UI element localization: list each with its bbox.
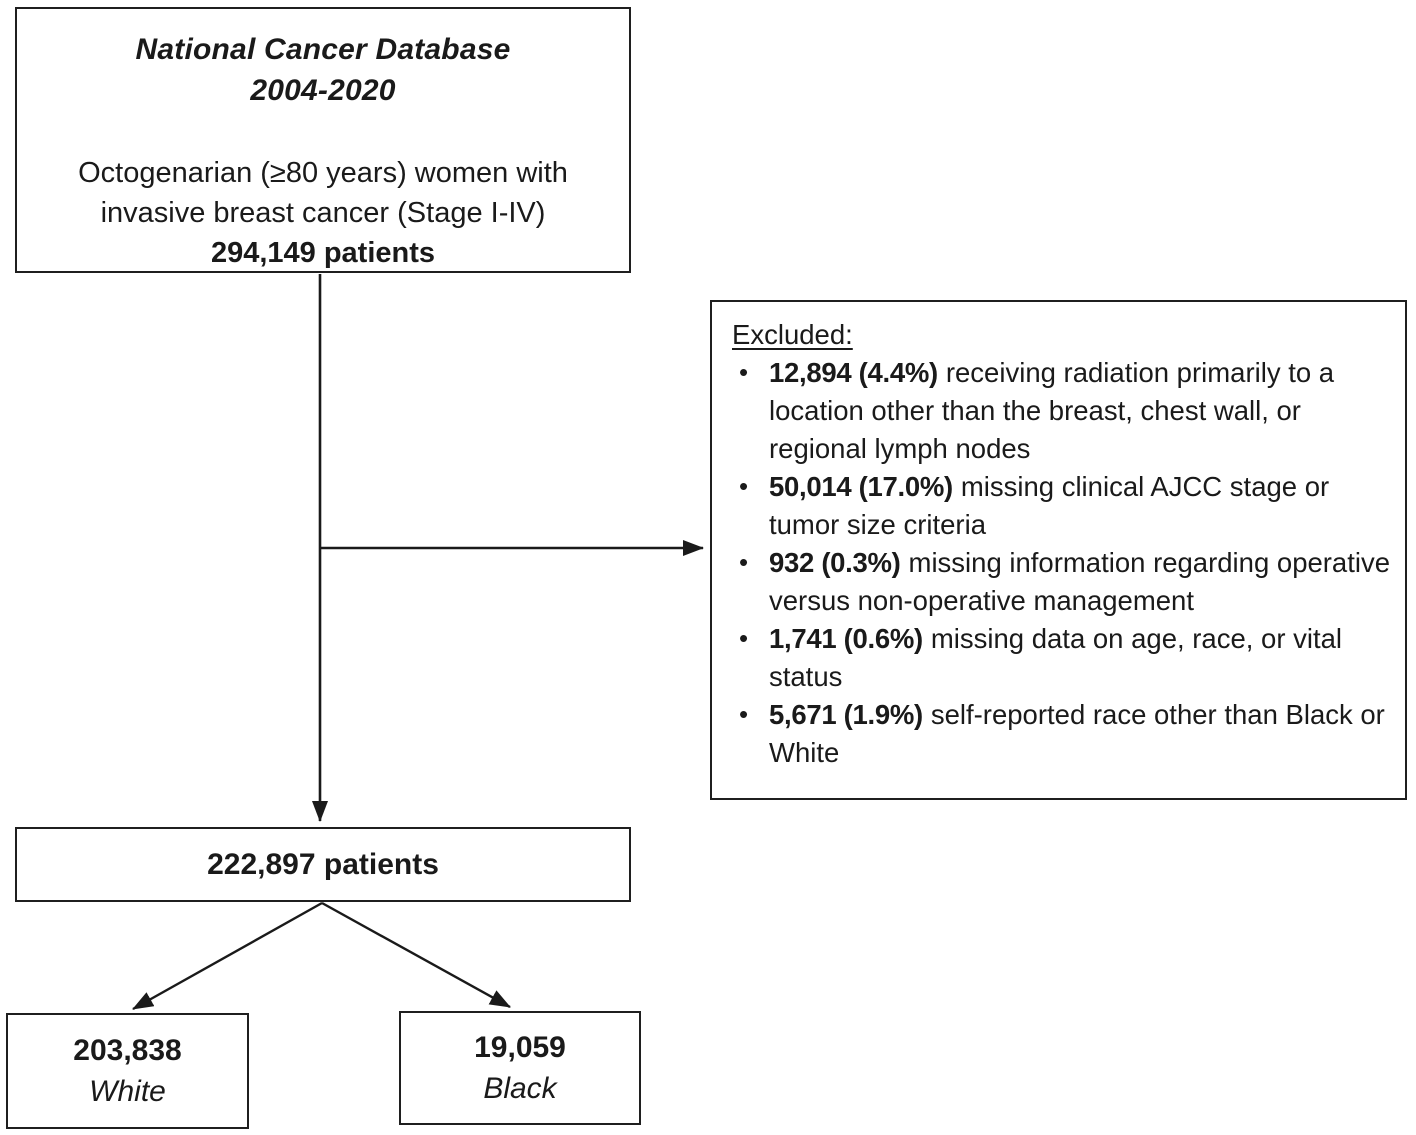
excluded-item-text: self-reported race other than Black or W… — [769, 699, 1385, 768]
excluded-item: • 932 (0.3%) missing information regarding… — [732, 544, 1391, 620]
source-count: 294,149 patients — [210, 237, 436, 269]
population-line-1: Octogenarian (≥80 years) women with — [78, 157, 568, 189]
white-cohort-box: 203,838 White — [6, 1013, 249, 1129]
excluded-box: Excluded: • 12,894 (4.4%) receiving radiat… — [710, 300, 1407, 800]
spacer — [17, 111, 629, 153]
excluded-item: • 50,014 (17.0%) missing clinical AJCC sta… — [732, 468, 1391, 544]
black-cohort-box: 19,059 Black — [399, 1011, 641, 1125]
excluded-item-text: receiving radiation primarily to a locat… — [769, 357, 1335, 464]
excluded-heading: Excluded: — [732, 319, 853, 350]
arrow-cohort-to-black — [321, 901, 511, 1009]
excluded-item-text: missing data on age, race, or vital stat… — [769, 623, 1343, 692]
arrow-cohort-to-white — [132, 901, 323, 1011]
bullet-icon: • — [739, 357, 749, 387]
cohort-box: 222,897 patients — [15, 827, 631, 902]
excluded-item-value: 932 (0.3%) — [769, 547, 901, 578]
bullet-icon: • — [739, 699, 749, 729]
source-box: National Cancer Database 2004-2020 Octog… — [15, 7, 631, 273]
source-years: 2004-2020 — [250, 74, 396, 107]
source-title: National Cancer Database — [135, 33, 511, 66]
excluded-item-value: 5,671 (1.9%) — [769, 699, 923, 730]
bullet-icon: • — [739, 471, 749, 501]
excluded-item-value: 50,014 (17.0%) — [769, 471, 953, 502]
white-label: White — [89, 1075, 166, 1108]
excluded-item-text: missing clinical AJCC stage or tumor siz… — [769, 471, 1330, 540]
excluded-item: • 12,894 (4.4%) receiving radiation primar… — [732, 354, 1391, 468]
excluded-item: • 1,741 (0.6%) missing data on age, race, … — [732, 620, 1391, 696]
black-label: Black — [483, 1072, 557, 1105]
excluded-item-value: 1,741 (0.6%) — [769, 623, 923, 654]
excluded-item-text: missing information regarding operative … — [769, 547, 1391, 616]
cohort-count: 222,897 patients — [207, 847, 439, 881]
black-count: 19,059 — [474, 1031, 566, 1064]
white-count: 203,838 — [73, 1034, 182, 1067]
excluded-item: • 5,671 (1.9%) self-reported race other th… — [732, 696, 1391, 772]
bullet-icon: • — [739, 547, 749, 577]
excluded-item-value: 12,894 (4.4%) — [769, 357, 938, 388]
excluded-list: • 12,894 (4.4%) receiving radiation primar… — [732, 354, 1391, 772]
bullet-icon: • — [739, 623, 749, 653]
population-line-2: invasive breast cancer (Stage I-IV) — [100, 197, 546, 229]
